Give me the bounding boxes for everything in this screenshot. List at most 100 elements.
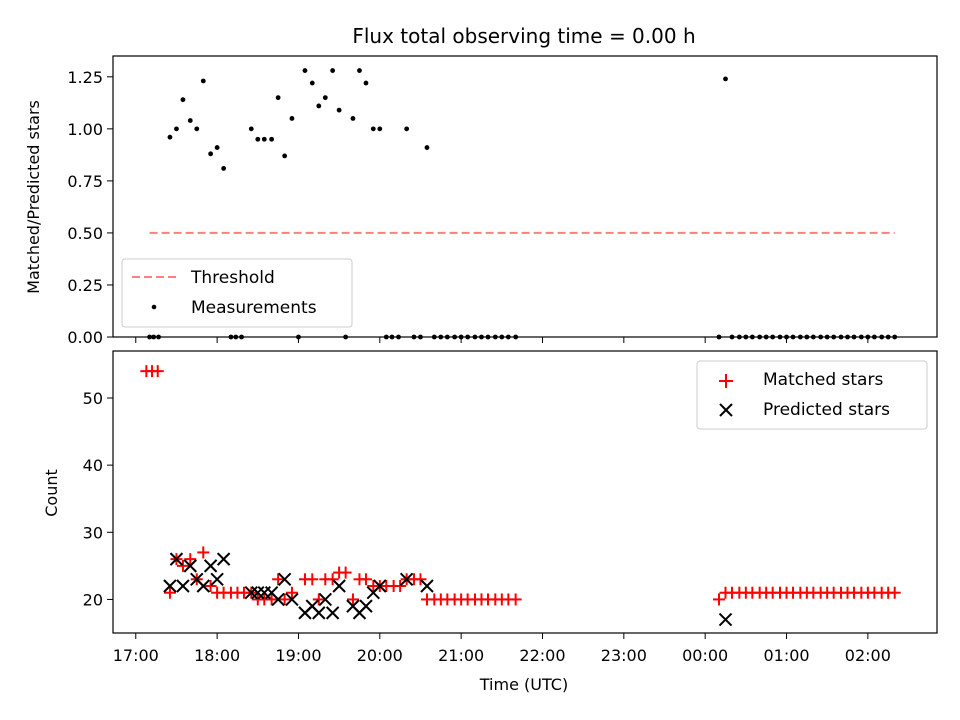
legend-matched-swatch [719,374,733,388]
bottom-y-tick-label: 50 [83,389,103,408]
measurement-point [200,78,206,84]
bottom-x-tick-label: 00:00 [682,646,728,665]
predicted-star-point [271,592,285,607]
measurement-point [309,80,315,86]
predicted-star-point [399,572,414,586]
predicted-star-point [183,559,197,573]
predicted-star-point [318,592,333,607]
predicted-star-point [332,579,346,593]
bottom-x-tick-label: 20:00 [357,646,403,665]
predicted-star-point [251,586,265,600]
bottom-x-tick-label: 02:00 [845,646,891,665]
predicted-star-point [176,579,190,593]
legend-matched-label: Matched stars [763,370,883,390]
bottom-axes-frame [112,350,938,634]
measurement-point [424,145,430,150]
measurement-point [723,76,728,82]
predicted-star-point [359,599,373,613]
bottom-x-tick-label: 18:00 [194,646,240,665]
top-y-axis-label: Matched/Predicted stars [24,100,43,294]
bottom-x-axis-label: Time (UTC) [479,675,568,694]
bottom-plot-area [140,365,901,627]
chart-title: Flux total observing time = 0.00 h [352,24,695,48]
bottom-y-axis-label: Count [42,469,61,517]
measurement-point [255,136,261,142]
top-y-axis: 0.00 0.25 0.50 0.75 1.00 1.25 [67,68,113,347]
top-legend-box [121,258,353,328]
bottom-panel: 20 30 40 50 17:00 18:00 19:00 20:00 21:00 22:00 2… [42,350,938,694]
predicted-star-point [216,552,231,566]
measurement-point [350,116,356,121]
bottom-y-axis: 20 30 40 50 [83,389,113,609]
top-x-axis [135,337,869,343]
measurement-point [248,126,254,132]
matched-star-point [278,593,291,606]
measurement-point [322,95,328,101]
measurement-point [221,166,227,171]
matched-star-point [414,573,427,586]
top-y-tick-label: 0.00 [67,328,103,347]
measurement-point [180,97,186,103]
predicted-star-point [718,612,733,627]
legend-measurements-label: Measurements [191,298,317,318]
bottom-legend: Matched stars Predicted stars [696,360,928,430]
measurement-point [330,68,336,73]
measurement-point [357,68,362,73]
bottom-x-tick-label: 21:00 [438,646,484,665]
matched-star-point [163,586,176,599]
bottom-x-tick-label: 17:00 [113,646,159,665]
predicted-star-point [312,606,326,620]
measurement-point [214,145,220,150]
measurement-point [208,151,214,157]
matched-star-point [265,593,278,606]
bottom-y-tick-label: 20 [83,590,103,609]
top-legend: Threshold Measurements [121,258,353,328]
bottom-x-tick-label: 22:00 [519,646,565,665]
top-y-tick-label: 0.25 [67,276,103,295]
measurement-point [370,126,376,132]
bottom-y-tick-label: 30 [83,523,103,542]
matched-star-point [197,546,210,559]
matched-star-point [312,593,325,606]
top-y-tick-label: 1.00 [67,120,103,139]
matched-star-point [394,580,407,592]
legend-measurements-swatch [151,304,157,310]
matched-star-point [339,566,352,579]
matched-star-point [306,573,319,586]
predicted-star-point [169,552,184,566]
measurement-point [174,126,179,132]
measurement-point [302,68,308,73]
top-y-tick-label: 0.50 [67,224,103,243]
top-panel: Flux total observing time = 0.00 h 0.000… [24,24,938,347]
predicted-star-point [244,586,258,600]
matched-star-point [888,586,901,599]
measurement-point [282,153,288,159]
predicted-star-point [325,606,340,620]
measurement-point [187,118,193,123]
matched-star-point [151,365,164,378]
matched-star-point [176,559,189,572]
measurement-point [167,134,173,140]
top-y-tick-label: 0.75 [67,172,103,191]
matched-star-point [346,593,359,606]
matched-star-point [272,573,285,586]
measurement-point [289,116,295,121]
predicted-star-point [196,579,210,593]
matched-star-point [184,553,197,566]
measurement-point [377,126,383,132]
top-y-tick-label: 1.25 [67,68,103,87]
measurement-point [269,136,275,142]
measurement-point [261,136,267,142]
predicted-star-point [277,572,292,586]
matched-star-point [359,573,372,586]
predicted-star-point [373,579,387,593]
matched-star-point [509,593,522,606]
measurement-point [336,107,342,113]
measurement-point [316,103,322,109]
matched-star-point [204,580,217,592]
bottom-x-axis: 17:00 18:00 19:00 20:00 21:00 22:00 23:00 00:00… [113,633,891,665]
bottom-x-tick-label: 19:00 [275,646,321,665]
legend-threshold-label: Threshold [190,268,275,288]
predicted-star-point [420,579,434,593]
predicted-star-point [210,572,224,586]
